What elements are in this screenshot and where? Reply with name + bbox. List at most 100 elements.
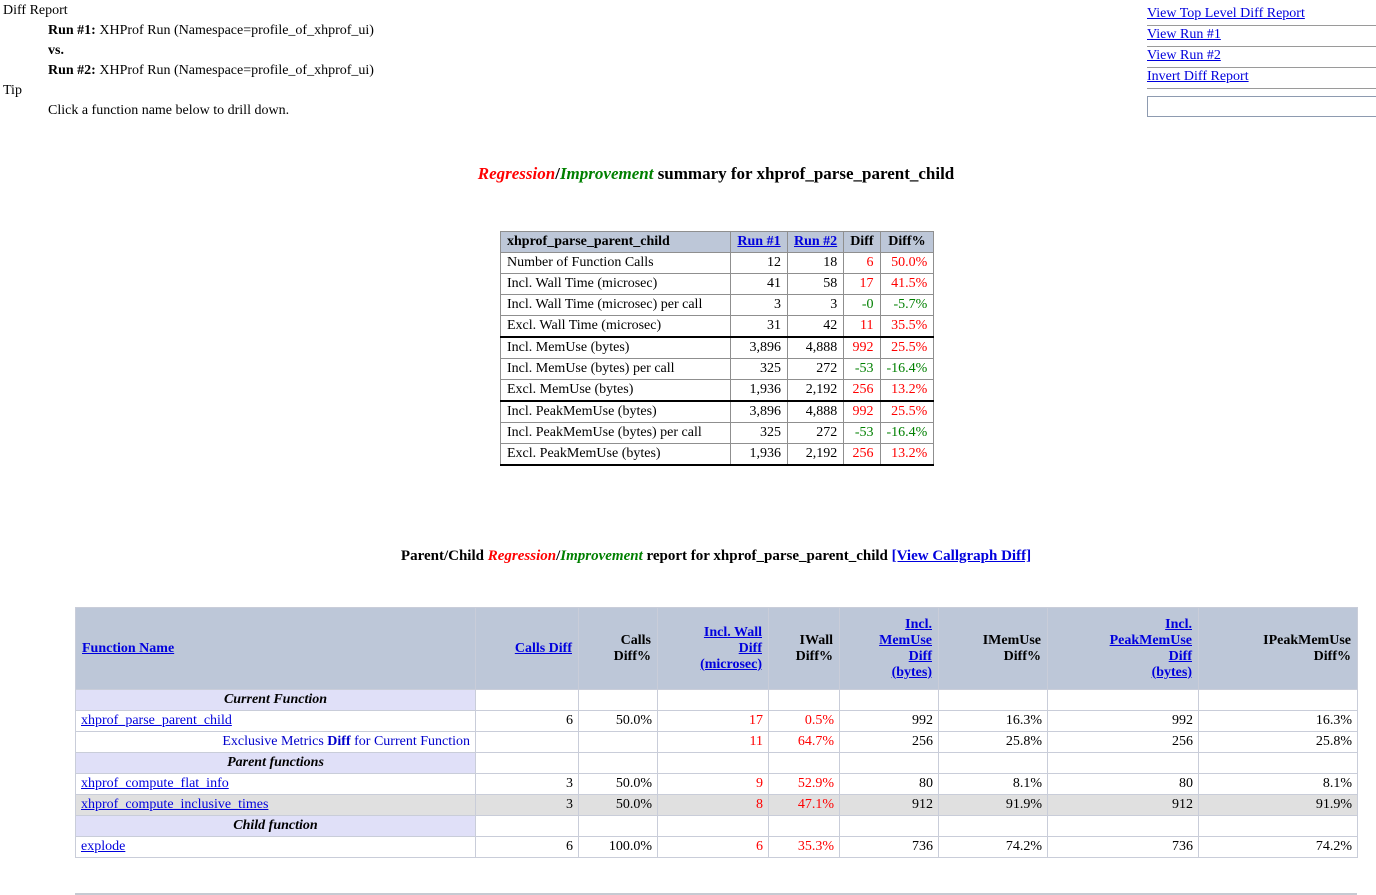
metric-value: 992 <box>1047 710 1199 732</box>
summary-run1-value: 12 <box>730 252 788 274</box>
metric-value: 52.9% <box>768 773 840 795</box>
section-label: Child function <box>75 815 476 837</box>
metric-value: 50.0% <box>578 794 658 816</box>
empty-cell <box>578 689 658 711</box>
run2-link[interactable]: Run #2 <box>794 234 838 249</box>
metric-value: 912 <box>839 794 939 816</box>
function-link[interactable]: explode <box>81 839 126 854</box>
metric-value: 74.2% <box>1198 836 1358 858</box>
regression-label-2: Regression <box>487 548 557 564</box>
summary-run2-value: 18 <box>786 252 845 274</box>
summary-diff-value: 992 <box>843 400 881 423</box>
summary-table: xhprof_parse_parent_child Run #1 Run #2 … <box>500 231 935 466</box>
summary-diffpct-value: 25.5% <box>879 336 935 359</box>
function-name-cell: xhprof_parse_parent_child <box>75 710 476 732</box>
nav-link[interactable]: View Top Level Diff Report <box>1147 6 1305 21</box>
metric-value: 80 <box>1047 773 1199 795</box>
run1-link[interactable]: Run #1 <box>737 234 781 249</box>
summary-function-header: xhprof_parse_parent_child <box>500 231 731 253</box>
empty-cell <box>938 752 1048 774</box>
nav-link[interactable]: View Run #2 <box>1147 48 1221 63</box>
summary-run2-value: 42 <box>786 315 845 338</box>
summary-diff-value: 992 <box>843 336 881 359</box>
metric-value: 6 <box>657 836 769 858</box>
metric-value: 100.0% <box>578 836 658 858</box>
metric-value: 25.8% <box>938 731 1048 753</box>
empty-cell <box>1198 752 1358 774</box>
column-header: Calls Diff% <box>578 607 658 690</box>
summary-diff-value: -53 <box>843 422 881 444</box>
metric-value: 6 <box>475 836 579 858</box>
vs-label: vs. <box>48 43 64 58</box>
function-name-cell: xhprof_compute_flat_info <box>75 773 476 795</box>
metric-value: 91.9% <box>938 794 1048 816</box>
summary-diff-value: 6 <box>843 252 881 274</box>
column-header-link[interactable]: Incl. MemUse Diff (bytes) <box>879 616 932 680</box>
summary-row: Incl. MemUse (bytes) 3,896 4,888 992 25.5% <box>500 336 935 359</box>
summary-diff-value: -53 <box>843 358 881 380</box>
summary-run1-value: 3 <box>730 294 788 316</box>
slash: / <box>555 164 560 183</box>
summary-header-row: xhprof_parse_parent_child Run #1 Run #2 … <box>500 231 935 253</box>
diff-report-label: Diff Report <box>3 3 68 18</box>
function-link[interactable]: xhprof_compute_inclusive_times <box>81 797 269 812</box>
nav-link-row: Invert Diff Report <box>1147 68 1376 89</box>
column-header-link[interactable]: Calls Diff <box>514 640 572 656</box>
empty-cell <box>938 815 1048 837</box>
nav-link-row: View Run #1 <box>1147 26 1376 47</box>
summary-row: Excl. PeakMemUse (bytes) 1,936 2,192 256 13.… <box>500 443 935 466</box>
summary-run2-value: 4,888 <box>786 400 845 423</box>
summary-metric-name: Excl. Wall Time (microsec) <box>500 315 731 338</box>
metric-value: 80 <box>839 773 939 795</box>
run1-column-header: Run #1 <box>730 231 788 253</box>
column-header: Incl. PeakMemUse Diff (bytes) <box>1047 607 1199 690</box>
empty-cell <box>768 752 840 774</box>
run2-line: Run #2: XHProf Run (Namespace=profile_of… <box>48 61 374 81</box>
summary-run2-value: 272 <box>786 422 845 444</box>
summary-metric-name: Incl. MemUse (bytes) <box>500 336 731 359</box>
summary-run1-value: 3,896 <box>730 400 788 423</box>
report-heading-prefix: Parent/Child <box>400 548 488 564</box>
nav-link[interactable]: View Run #1 <box>1147 27 1221 42</box>
report-header-row: Function Name Calls Diff Calls Diff% Incl. … <box>75 607 1358 690</box>
metric-value: 736 <box>1047 836 1199 858</box>
column-header: Calls Diff <box>475 607 579 690</box>
summary-title-text: summary for xhprof_parse_parent_child <box>653 164 955 183</box>
metric-value: 8 <box>657 794 769 816</box>
summary-row: Excl. Wall Time (microsec) 31 42 11 35.5% <box>500 315 935 338</box>
summary-diffpct-value: -16.4% <box>879 422 935 444</box>
function-filter-input[interactable] <box>1147 96 1376 117</box>
metric-value: 16.3% <box>938 710 1048 732</box>
summary-table-body: Number of Function Calls 12 18 6 50.0% Incl. … <box>500 252 935 466</box>
column-header-link[interactable]: Function Name <box>82 640 175 656</box>
column-header-link[interactable]: Incl. Wall Diff (microsec) <box>700 624 762 672</box>
summary-metric-name: Incl. Wall Time (microsec) per call <box>500 294 731 316</box>
summary-diff-value: 256 <box>843 443 881 466</box>
regression-label: Regression <box>477 164 556 183</box>
metric-value: 47.1% <box>768 794 840 816</box>
nav-link-row: View Top Level Diff Report <box>1147 5 1376 26</box>
view-callgraph-diff-link[interactable]: [View Callgraph Diff] <box>891 548 1032 564</box>
summary-title: Regression/Improvement summary for xhpro… <box>56 164 1376 184</box>
metric-value: 64.7% <box>768 731 840 753</box>
report-row: Current Function <box>75 689 1358 711</box>
function-link[interactable]: xhprof_parse_parent_child <box>81 713 232 728</box>
metric-value: 11 <box>657 731 769 753</box>
column-header-link[interactable]: Incl. PeakMemUse Diff (bytes) <box>1109 616 1192 680</box>
nav-link[interactable]: Invert Diff Report <box>1147 69 1249 84</box>
run2-column-header: Run #2 <box>786 231 845 253</box>
summary-diffpct-value: -5.7% <box>879 294 935 316</box>
summary-metric-name: Incl. Wall Time (microsec) <box>500 273 731 295</box>
empty-cell <box>578 815 658 837</box>
nav-panel: View Top Level Diff Report View Run #1 Vie… <box>1147 5 1376 117</box>
column-header: IWall Diff% <box>768 607 840 690</box>
empty-cell <box>1047 815 1199 837</box>
summary-diffpct-value: 25.5% <box>879 400 935 423</box>
summary-row: Incl. MemUse (bytes) per call 325 272 -53 -1… <box>500 358 935 380</box>
function-link[interactable]: xhprof_compute_flat_info <box>81 776 229 791</box>
vs-line: vs. <box>48 41 374 61</box>
metric-value: 912 <box>1047 794 1199 816</box>
summary-metric-name: Incl. PeakMemUse (bytes) <box>500 400 731 423</box>
column-header: Function Name <box>75 607 476 690</box>
